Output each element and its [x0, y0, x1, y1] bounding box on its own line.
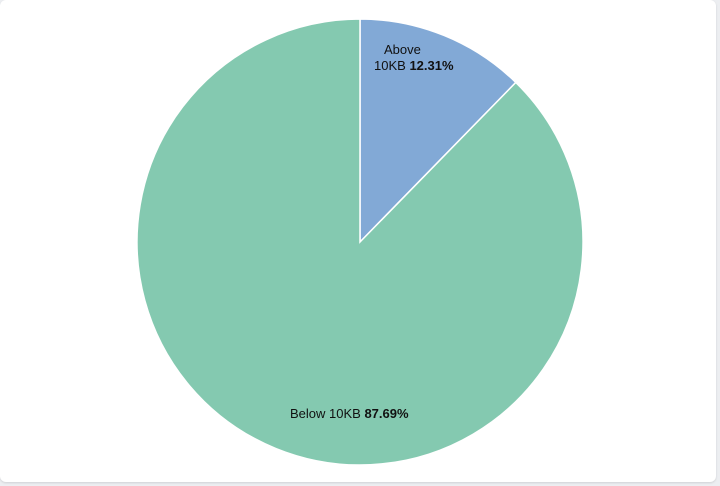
pie-slice-1 [136, 18, 584, 466]
slice-label-above: Above 10KB 12.31% [374, 42, 454, 73]
pie-slice-0 [359, 18, 517, 244]
slice-label-below: Below 10KB 87.69% [290, 406, 409, 421]
